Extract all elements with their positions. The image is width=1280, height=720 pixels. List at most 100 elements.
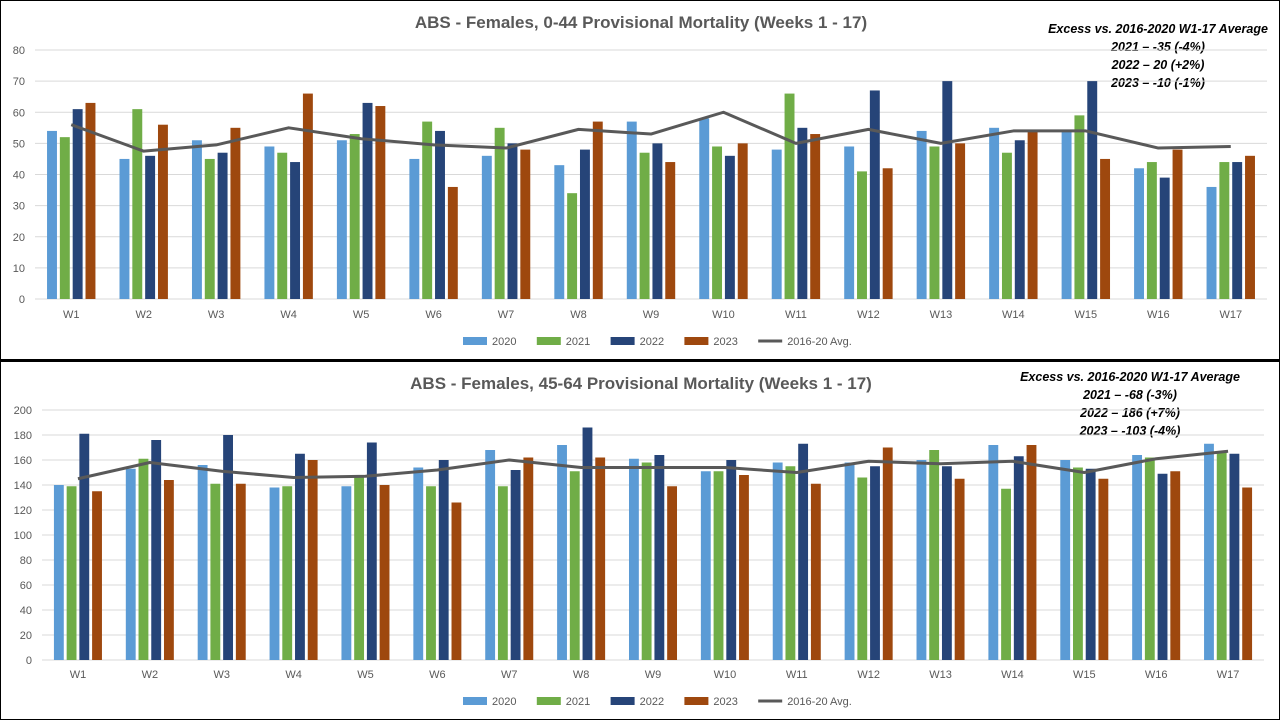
- bar-2022-W10: [726, 460, 737, 660]
- bar-2021-W11: [785, 466, 796, 660]
- bar-2021-W12: [857, 477, 868, 660]
- bar-2022-W2: [151, 440, 162, 660]
- chart-plot: 0 20 40 60 80 100 120 140 160 180 200 W1 W2 W3 W4 W5 W6 W…: [14, 405, 1264, 681]
- y-tick-label: 20: [20, 630, 32, 642]
- y-tick-label: 40: [20, 605, 32, 617]
- bar-2023-W4: [302, 93, 313, 299]
- bar-2023-W9: [665, 162, 676, 299]
- bar-2020-W1: [47, 130, 57, 299]
- y-tick-label: 0: [26, 655, 32, 667]
- y-tick-label: 40: [13, 170, 25, 182]
- bar-2023-W1: [85, 102, 96, 299]
- x-tick-label: W5: [357, 669, 374, 681]
- x-tick-label: W1: [70, 669, 87, 681]
- bar-2023-W15: [1098, 478, 1109, 660]
- bar-2022-W17: [1229, 453, 1240, 660]
- bar-2021-W5: [354, 476, 365, 660]
- bar-2023-W1: [92, 491, 102, 660]
- bar-2022-W7: [510, 470, 521, 660]
- bar-2023-W12: [882, 447, 893, 660]
- x-tick-label: W15: [1073, 669, 1096, 681]
- x-tick-label: W12: [857, 309, 880, 321]
- bar-2020-W5: [336, 140, 347, 299]
- x-tick-label: W7: [498, 309, 515, 321]
- bar-2022-W4: [295, 453, 305, 660]
- bar-2022-W7: [507, 143, 518, 299]
- y-tick-label: 60: [13, 107, 25, 119]
- y-tick-label: 60: [20, 580, 32, 592]
- bar-2022-W2: [145, 155, 156, 299]
- bar-2021-W6: [426, 486, 436, 660]
- bar-2023-W16: [1172, 149, 1183, 299]
- bar-2022-W9: [652, 143, 663, 299]
- bar-2022-W15: [1087, 81, 1098, 299]
- legend-swatch: [684, 337, 709, 345]
- legend-label: 2022: [640, 336, 664, 348]
- x-tick-label: W2: [135, 309, 152, 321]
- bar-2022-W11: [797, 127, 808, 299]
- chart-svg-45-64: ABS - Females, 45-64 Provisional Mortali…: [14, 370, 1264, 708]
- x-tick-label: W11: [785, 309, 807, 321]
- bar-2020-W13: [916, 460, 927, 660]
- bar-2020-W10: [699, 118, 710, 299]
- bar-2023-W3: [235, 483, 246, 660]
- bar-2021-W2: [132, 109, 143, 299]
- bar-2021-W6: [422, 121, 433, 300]
- x-tick-label: W10: [714, 669, 737, 681]
- bar-2023-W3: [230, 127, 241, 299]
- annotation-heading: Excess vs. 2016-2020 W1-17 Average: [1020, 370, 1240, 384]
- bar-2023-W5: [379, 485, 390, 660]
- bar-2020-W10: [700, 471, 711, 660]
- bar-2020-W7: [485, 450, 496, 660]
- bar-2020-W7: [481, 155, 492, 299]
- bar-2020-W9: [628, 458, 639, 660]
- legend-swatch: [610, 337, 635, 345]
- bar-2022-W6: [438, 460, 449, 660]
- x-tick-label: W16: [1147, 309, 1170, 321]
- bar-2020-W17: [1206, 186, 1217, 299]
- legend-swatch: [463, 697, 487, 705]
- bar-2023-W17: [1242, 487, 1253, 660]
- line-series-avg: [77, 449, 1229, 481]
- chart-panel-0-44: ABS - Females, 0-44 Provisional Mortalit…: [0, 0, 1280, 360]
- bar-2023-W16: [1170, 471, 1181, 660]
- bar-2020-W2: [125, 468, 136, 660]
- line-series-avg: [70, 110, 1231, 153]
- bar-2021-W4: [277, 152, 288, 299]
- x-tick-label: W11: [786, 669, 808, 681]
- y-tick-label: 70: [13, 76, 25, 88]
- bar-2021-W7: [497, 486, 508, 660]
- bar-2021-W8: [569, 471, 580, 660]
- legend-label: 2020: [492, 696, 516, 708]
- bar-2020-W5: [341, 486, 352, 660]
- bar-2020-W11: [771, 149, 782, 299]
- bar-2022-W15: [1085, 468, 1096, 660]
- bar-2020-W6: [413, 467, 424, 660]
- bar-2021-W11: [784, 93, 795, 299]
- chart-panel-45-64: ABS - Females, 45-64 Provisional Mortali…: [0, 360, 1280, 720]
- bar-2022-W12: [870, 466, 880, 660]
- x-tick-label: W4: [280, 309, 297, 321]
- bar-2022-W14: [1014, 140, 1025, 299]
- y-tick-label: 140: [14, 480, 32, 492]
- x-tick-label: W17: [1217, 669, 1240, 681]
- bar-2023-W14: [1027, 130, 1038, 299]
- chart-svg-0-44: ABS - Females, 0-44 Provisional Mortalit…: [13, 13, 1268, 348]
- bar-2021-W2: [138, 458, 149, 660]
- bar-2023-W6: [447, 186, 458, 299]
- y-tick-label: 120: [14, 505, 32, 517]
- x-tick-label: W2: [142, 669, 159, 681]
- y-tick-label: 50: [13, 138, 25, 150]
- bar-2020-W9: [626, 121, 637, 300]
- x-tick-label: W9: [643, 309, 660, 321]
- x-tick-label: W14: [1002, 309, 1025, 321]
- x-tick-label: W10: [712, 309, 735, 321]
- x-tick-label: W8: [573, 669, 590, 681]
- chart-title: ABS - Females, 0-44 Provisional Mortalit…: [415, 13, 867, 32]
- bar-2022-W13: [941, 466, 952, 660]
- bar-2021-W8: [567, 193, 578, 299]
- legend-label: 2020: [492, 336, 516, 348]
- bar-2020-W13: [916, 130, 927, 299]
- legend-label: 2023: [713, 336, 737, 348]
- bar-2020-W12: [844, 462, 855, 660]
